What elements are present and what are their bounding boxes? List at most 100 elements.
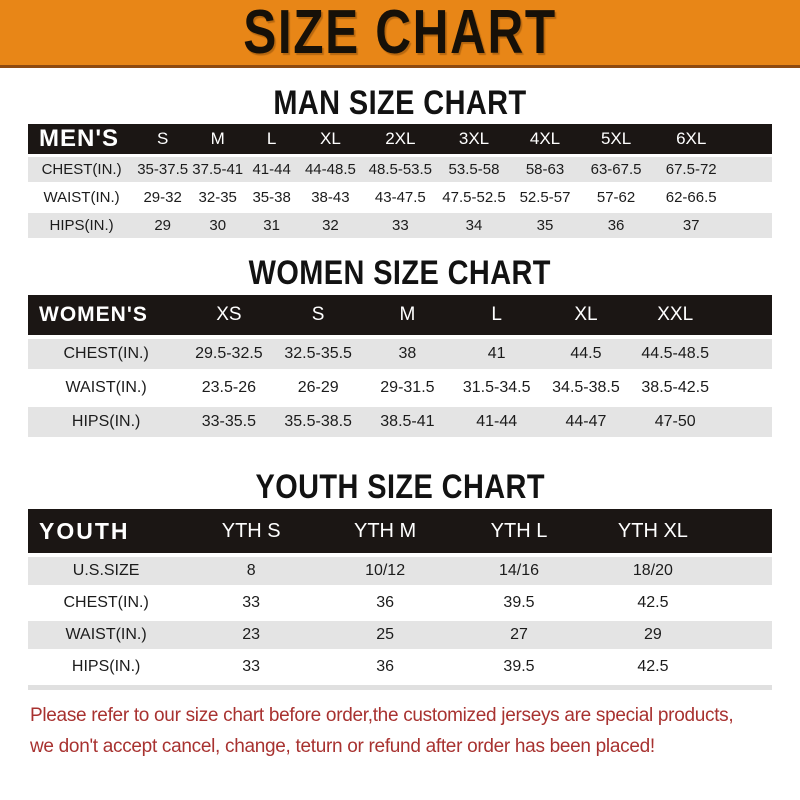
- measurement-value: 25: [376, 626, 394, 643]
- measurement-value: 31.5-34.5: [462, 379, 531, 396]
- spacer-cell: [730, 124, 772, 154]
- youth-size-table: YOUTH YTH S YTH M YTH L YTH XL U.S.SIZE 8 10/12…: [28, 505, 772, 685]
- measurement-value: 36: [376, 594, 394, 611]
- measurement-value: 37.5-41: [192, 161, 244, 178]
- measurement-value: 44-48.5: [304, 161, 356, 178]
- measurement-row: HIPS(IN.) 33 36 39.5 42.5: [28, 653, 772, 681]
- measurement-row: WAIST(IN.) 23 25 27 29: [28, 621, 772, 649]
- spacer-cell: [720, 557, 772, 585]
- measurement-row: WAIST(IN.) 29-32 32-35 35-38 38-43 43-47.5 47.…: [28, 185, 772, 210]
- measurement-value: 29-32: [143, 189, 182, 206]
- size-column-header: M: [210, 129, 225, 148]
- size-column-header: S: [156, 129, 169, 148]
- size-chart-banner: SIZE CHART: [0, 0, 800, 68]
- spacer-cell: [720, 653, 772, 681]
- men-size-table: MEN'S S M L XL 2XL 3XL 4XL 5XL 6XL CHEST(IN.) 35-37…: [28, 121, 772, 241]
- measurement-value: 18/20: [632, 562, 673, 579]
- section-man: MAN SIZE CHART MEN'S S M L XL 2XL 3XL 4XL 5XL 6XL…: [0, 85, 800, 241]
- size-column-header: XL: [320, 129, 341, 148]
- size-column-header: S: [311, 304, 325, 325]
- measurement-value: 8: [246, 562, 256, 579]
- measurement-value: 44.5: [570, 345, 602, 362]
- measurement-value: 29-31.5: [380, 379, 435, 396]
- measurement-value: 42.5: [637, 594, 669, 611]
- row-label: CHEST(IN.): [63, 594, 149, 611]
- measurement-value: 29.5-32.5: [195, 345, 263, 362]
- section-youth: YOUTH SIZE CHART YOUTH YTH S YTH M YTH L YTH…: [0, 469, 800, 690]
- measurement-value: 35-38: [252, 189, 291, 206]
- measurement-value: 31: [263, 217, 280, 234]
- measurement-value: 48.5-53.5: [368, 161, 433, 178]
- measurement-value: 33: [242, 658, 261, 675]
- measurement-value: 53.5-58: [448, 161, 500, 178]
- measurement-value: 33-35.5: [201, 413, 257, 430]
- measurement-value: 47-50: [654, 413, 696, 430]
- measurement-value: 38.5-42.5: [641, 379, 710, 396]
- measurement-value: 43-47.5: [374, 189, 426, 206]
- row-label: HIPS(IN.): [71, 413, 141, 430]
- size-column-header: YTH L: [490, 519, 548, 542]
- spacer-cell: [720, 339, 772, 369]
- measurement-value: 39.5: [503, 658, 535, 675]
- measurement-value: 34: [465, 217, 483, 234]
- measurement-value: 30: [209, 217, 227, 234]
- measurement-row: HIPS(IN.) 29 30 31 32 33 34 35 36 37: [28, 213, 772, 238]
- size-column-header: XL: [574, 304, 598, 325]
- size-header-row: WOMEN'S XS S M L XL XXL: [28, 295, 772, 335]
- row-label: HIPS(IN.): [71, 658, 141, 675]
- policy-line-1: Please refer to our size chart before or…: [30, 705, 734, 726]
- size-header-row: YOUTH YTH S YTH M YTH L YTH XL: [28, 509, 772, 553]
- spacer-cell: [730, 213, 772, 238]
- spacer-cell: [720, 621, 772, 649]
- measurement-row: WAIST(IN.) 23.5-26 26-29 29-31.5 31.5-34.5 34…: [28, 373, 772, 403]
- measurement-value: 38: [398, 345, 417, 362]
- measurement-row: CHEST(IN.) 33 36 39.5 42.5: [28, 589, 772, 617]
- size-column-header: 2XL: [385, 129, 416, 148]
- size-column-header: YTH M: [353, 519, 417, 542]
- measurement-value: 44-47: [565, 413, 607, 430]
- measurement-value: 27: [510, 626, 528, 643]
- banner-title: SIZE CHART: [243, 0, 557, 67]
- measurement-value: 35: [536, 217, 554, 234]
- measurement-value: 23: [242, 626, 261, 643]
- spacer-cell: [720, 295, 772, 335]
- measurement-value: 36: [607, 217, 625, 234]
- row-label: WAIST(IN.): [65, 626, 147, 643]
- measurement-value: 35-37.5: [137, 161, 189, 178]
- size-column-header: L: [266, 129, 277, 148]
- measurement-value: 52.5-57: [519, 189, 571, 206]
- size-column-header: M: [399, 304, 416, 325]
- table-corner-label: YOUTH: [39, 517, 130, 544]
- measurement-value: 41-44: [476, 413, 518, 430]
- measurement-value: 67.5-72: [665, 161, 717, 178]
- measurement-value: 58-63: [525, 161, 565, 178]
- measurement-row: U.S.SIZE 8 10/12 14/16 18/20: [28, 557, 772, 585]
- women-size-table: WOMEN'S XS S M L XL XXL CHEST(IN.) 29.5-32.5 32.5…: [28, 291, 772, 441]
- measurement-value: 38.5-41: [380, 413, 435, 430]
- measurement-value: 34.5-38.5: [552, 379, 620, 396]
- table-corner-label: MEN'S: [39, 125, 120, 152]
- spacer-cell: [720, 407, 772, 437]
- size-column-header: 5XL: [600, 129, 632, 148]
- measurement-value: 39.5: [503, 594, 535, 611]
- measurement-value: 32-35: [198, 189, 237, 206]
- measurement-value: 32.5-35.5: [284, 345, 352, 362]
- spacer-cell: [720, 589, 772, 617]
- policy-line-2: we don't accept cancel, change, teturn o…: [30, 736, 655, 757]
- measurement-value: 57-62: [596, 189, 636, 206]
- section-women: WOMEN SIZE CHART WOMEN'S XS S M L XL XXL CHEST(…: [0, 255, 800, 441]
- row-label: U.S.SIZE: [72, 562, 140, 579]
- order-policy-note: Please refer to our size chart before or…: [30, 700, 800, 762]
- size-column-header: XXL: [657, 304, 694, 325]
- measurement-value: 37: [682, 217, 700, 234]
- measurement-value: 33: [242, 594, 261, 611]
- measurement-value: 29: [154, 217, 171, 234]
- measurement-value: 14/16: [498, 562, 540, 579]
- row-label: CHEST(IN.): [41, 161, 122, 178]
- spacer-cell: [730, 185, 772, 210]
- measurement-value: 38-43: [311, 189, 350, 206]
- youth-section-heading: YOUTH SIZE CHART: [255, 468, 545, 506]
- size-column-header: L: [491, 304, 502, 325]
- measurement-value: 36: [376, 658, 394, 675]
- size-header-row: MEN'S S M L XL 2XL 3XL 4XL 5XL 6XL: [28, 124, 772, 154]
